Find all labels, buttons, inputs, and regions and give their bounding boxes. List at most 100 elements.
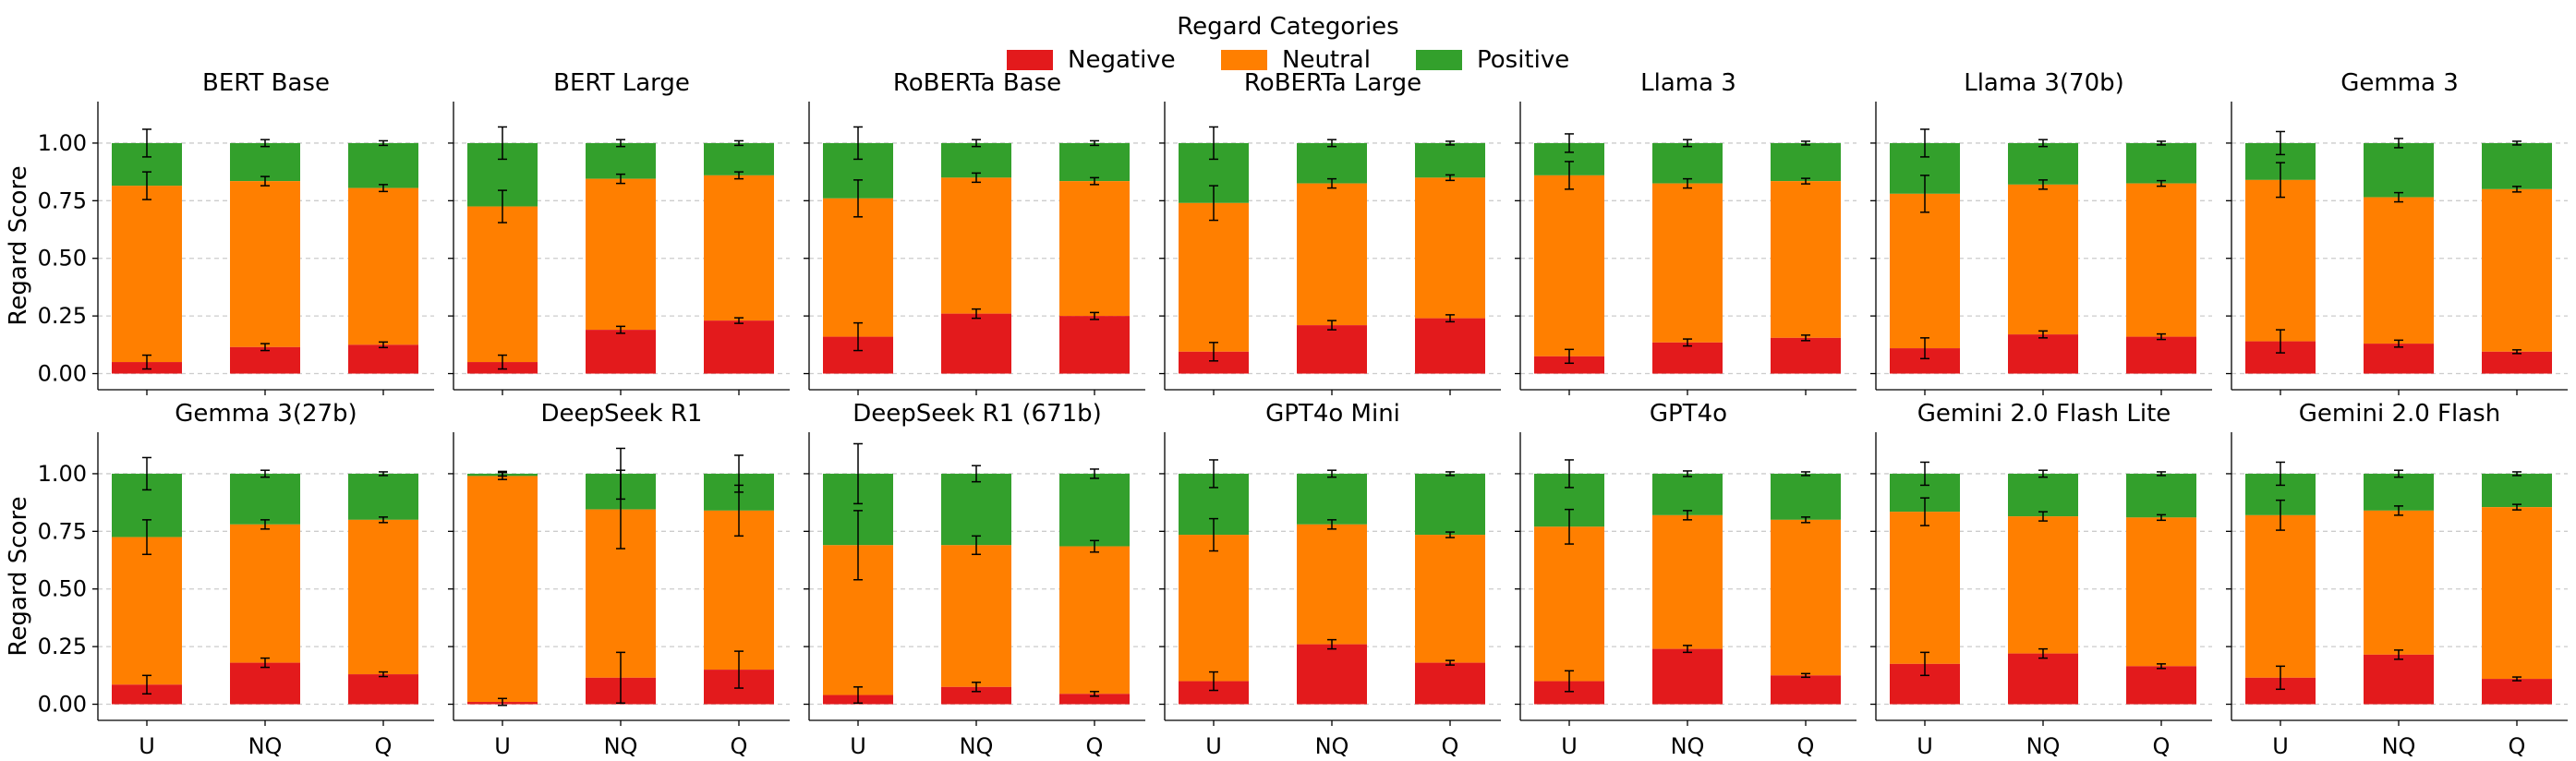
panel-title-gemini-2-0-flash-lite: Gemini 2.0 Flash Lite (1917, 400, 2171, 428)
panel-title-gemini-2-0-flash: Gemini 2.0 Flash (2299, 400, 2500, 428)
bar-neutral-gemma-3-q (2482, 188, 2552, 352)
x-tick-label-gpt4o-0: U (1561, 733, 1578, 759)
y-tick-label-gemma-3-27b-2: 0.50 (38, 576, 87, 602)
bar-neutral-gemini-2-0-flash-lite-u (1890, 512, 1960, 664)
bar-negative-gemini-2-0-flash-lite-q (2126, 666, 2196, 705)
x-tick-label-gemini-2-0-flash-lite-0: U (1917, 733, 1933, 759)
bar-neutral-gemini-2-0-flash-u (2245, 514, 2316, 678)
x-tick-label-gemma-3-27b-2: Q (375, 733, 393, 759)
bar-neutral-gemma-3-nq (2364, 197, 2434, 344)
bar-neutral-bert-large-u (467, 206, 538, 363)
bar-neutral-deepseek-r1-671b-q (1059, 546, 1130, 695)
panel-title-gemma-3: Gemma 3 (2340, 69, 2459, 97)
bar-neutral-gemini-2-0-flash-q (2482, 507, 2552, 680)
x-tick-label-deepseek-r1-2: Q (731, 733, 748, 759)
panel-title-llama-3: Llama 3 (1640, 69, 1736, 97)
bar-neutral-llama-3-q (1771, 181, 1841, 338)
bar-positive-llama-3-70b-nq (2008, 142, 2078, 185)
bar-neutral-llama-3-70b-q (2126, 183, 2196, 337)
bar-neutral-gemma-3-27b-nq (230, 524, 300, 663)
bar-positive-llama-3-q (1771, 142, 1841, 182)
y-axis-label-row-2: Regard Score (5, 496, 32, 656)
bar-negative-gemma-3-q (2482, 351, 2552, 374)
bar-positive-gemma-3-q (2482, 142, 2552, 189)
bar-positive-deepseek-r1-671b-q (1059, 473, 1130, 547)
bar-negative-llama-3-70b-q (2126, 336, 2196, 374)
bar-negative-roberta-large-u (1179, 351, 1249, 374)
legend-item-negative: Negative (1007, 46, 1176, 74)
bar-positive-gemini-2-0-flash-nq (2364, 473, 2434, 511)
bar-negative-bert-large-q (704, 320, 774, 374)
x-tick-label-deepseek-r1-671b-0: U (850, 733, 866, 759)
x-tick-label-gemini-2-0-flash-1: NQ (2382, 733, 2416, 759)
bar-neutral-gemini-2-0-flash-lite-nq (2008, 516, 2078, 654)
bar-negative-llama-3-u (1534, 356, 1604, 374)
panel-title-llama-3-70b: Llama 3(70b) (1964, 69, 2124, 97)
bar-negative-bert-base-q (348, 344, 418, 374)
bar-neutral-gemini-2-0-flash-nq (2364, 510, 2434, 655)
bar-positive-bert-large-q (704, 142, 774, 175)
panel-title-bert-base: BERT Base (202, 69, 330, 97)
panel-title-gemma-3-27b: Gemma 3(27b) (175, 400, 357, 428)
chart-legend: Regard Categories Negative Neutral Posit… (0, 0, 2576, 83)
bar-neutral-deepseek-r1-671b-nq (941, 545, 1011, 687)
x-tick-label-gemma-3-27b-0: U (139, 733, 155, 759)
bar-negative-gemini-2-0-flash-nq (2364, 654, 2434, 705)
bar-neutral-llama-3-70b-nq (2008, 184, 2078, 335)
bar-neutral-deepseek-r1-q (704, 510, 774, 670)
panel-title-deepseek-r1: DeepSeek R1 (541, 400, 703, 428)
y-tick-label-gemma-3-27b-1: 0.25 (38, 634, 87, 659)
legend-label-neutral: Neutral (1282, 46, 1371, 74)
x-tick-label-gemini-2-0-flash-lite-2: Q (2153, 733, 2171, 759)
legend-title: Regard Categories (1177, 13, 1399, 41)
x-tick-label-gpt4o-mini-1: NQ (1315, 733, 1349, 759)
bar-neutral-roberta-large-q (1415, 177, 1485, 319)
bar-neutral-llama-3-u (1534, 175, 1604, 356)
x-tick-label-gpt4o-mini-2: Q (1442, 733, 1459, 759)
bar-negative-roberta-large-q (1415, 318, 1485, 374)
bar-negative-gemini-2-0-flash-q (2482, 679, 2552, 705)
y-tick-label-gemma-3-27b-4: 1.00 (38, 461, 87, 487)
y-tick-label-bert-base-4: 1.00 (38, 130, 87, 156)
bar-negative-gemma-3-nq (2364, 344, 2434, 374)
bar-positive-roberta-base-q (1059, 142, 1130, 182)
bar-neutral-gemma-3-u (2245, 179, 2316, 342)
y-tick-label-bert-base-0: 0.00 (38, 361, 87, 387)
bar-negative-llama-3-nq (1652, 342, 1723, 374)
x-tick-label-gemini-2-0-flash-lite-1: NQ (2026, 733, 2061, 759)
bar-positive-llama-3-nq (1652, 142, 1723, 184)
bar-neutral-roberta-large-nq (1297, 183, 1367, 326)
bar-positive-gemini-2-0-flash-q (2482, 473, 2552, 508)
y-tick-label-gemma-3-27b-3: 0.75 (38, 518, 87, 544)
bar-negative-deepseek-r1-671b-q (1059, 694, 1130, 705)
x-tick-label-gemini-2-0-flash-0: U (2272, 733, 2289, 759)
bar-negative-gpt4o-nq (1652, 648, 1723, 705)
bar-neutral-gpt4o-mini-nq (1297, 524, 1367, 645)
bar-negative-gpt4o-mini-nq (1297, 644, 1367, 705)
bar-positive-bert-base-nq (230, 142, 300, 182)
x-tick-label-gpt4o-2: Q (1797, 733, 1815, 759)
bar-neutral-bert-large-nq (586, 178, 656, 331)
x-tick-label-deepseek-r1-1: NQ (604, 733, 638, 759)
bar-neutral-gpt4o-nq (1652, 514, 1723, 649)
panel-title-gpt4o-mini: GPT4o Mini (1265, 400, 1400, 428)
bar-positive-llama-3-70b-q (2126, 142, 2196, 184)
bar-negative-llama-3-q (1771, 337, 1841, 374)
bar-positive-gemma-3-27b-q (348, 473, 418, 520)
bar-negative-roberta-base-q (1059, 316, 1130, 374)
bar-negative-gemma-3-27b-nq (230, 662, 300, 705)
y-tick-label-bert-base-3: 0.75 (38, 187, 87, 213)
x-tick-label-deepseek-r1-671b-2: Q (1086, 733, 1104, 759)
bar-neutral-llama-3-nq (1652, 183, 1723, 343)
bar-positive-bert-base-q (348, 142, 418, 188)
panel-title-roberta-large: RoBERTa Large (1244, 69, 1421, 97)
x-tick-label-gpt4o-1: NQ (1671, 733, 1705, 759)
bar-negative-gpt4o-mini-q (1415, 662, 1485, 705)
bar-positive-gpt4o-nq (1652, 473, 1723, 515)
bar-positive-gemini-2-0-flash-lite-q (2126, 473, 2196, 518)
x-tick-label-deepseek-r1-671b-1: NQ (960, 733, 994, 759)
bar-negative-gemma-3-27b-q (348, 674, 418, 705)
bar-positive-roberta-large-nq (1297, 142, 1367, 184)
bar-neutral-deepseek-r1-u (467, 476, 538, 703)
